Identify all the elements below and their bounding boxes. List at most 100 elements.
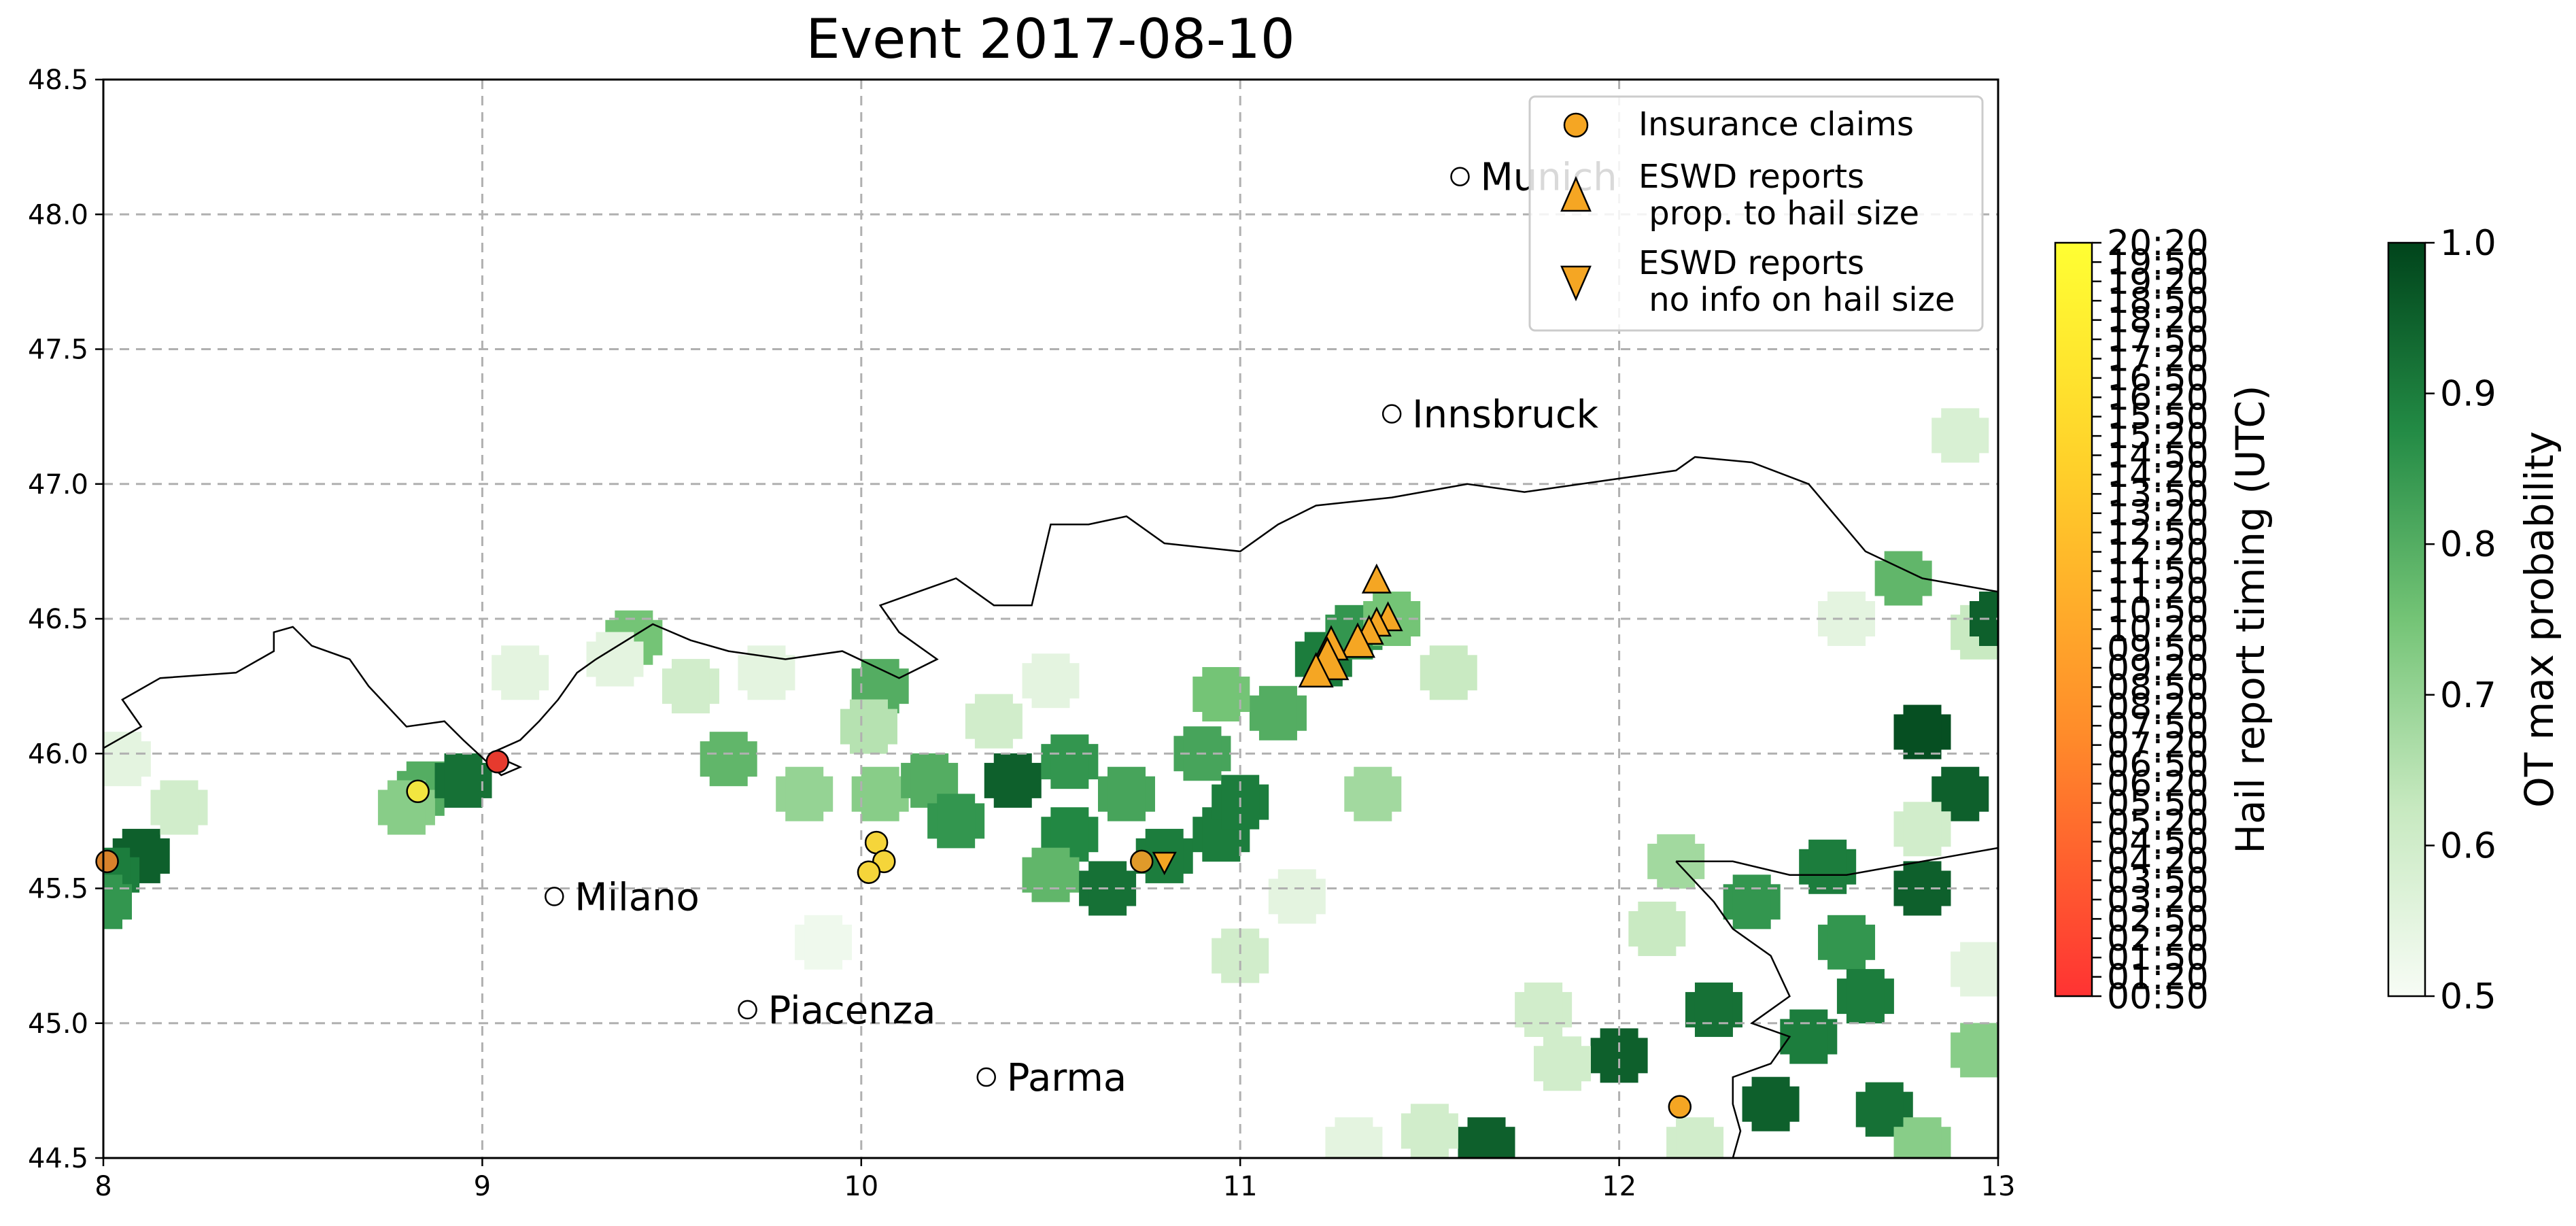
- probability-colorbar: 0.5 0.6 0.7 0.8 0.9 1.0 OT max probability: [2387, 223, 2562, 1017]
- ot-cell-block: [1600, 1028, 1638, 1083]
- city-label: Parma: [1007, 1056, 1127, 1100]
- x-tick-label: 13: [1981, 1171, 2016, 1202]
- timing-tick-label: 19:50: [2107, 242, 2209, 283]
- probability-tick-label: 0.6: [2440, 825, 2496, 866]
- ot-cell-block: [1751, 1076, 1790, 1131]
- ot-cell: [1893, 1117, 1951, 1158]
- ot-cell-block: [1258, 685, 1297, 740]
- ot-cell: [965, 694, 1023, 749]
- ot-cell: [662, 659, 719, 714]
- ot-cell: [1344, 766, 1402, 821]
- y-tick-label: 44.5: [28, 1143, 88, 1174]
- probability-tick-label: 0.7: [2440, 675, 2496, 716]
- timing-tick-label: 17:50: [2107, 320, 2209, 360]
- ot-cell: [434, 753, 492, 808]
- ot-cell-block: [849, 699, 888, 754]
- timing-tick-label: 08:20: [2107, 687, 2209, 728]
- insurance-claim: [95, 849, 119, 874]
- map-boundaries: [103, 456, 1998, 1158]
- timing-tick-label: 16:50: [2107, 358, 2209, 399]
- ot-cell-block: [1846, 969, 1885, 1024]
- ot-cell-block: [1354, 766, 1392, 821]
- ot-cell: [1420, 645, 1477, 700]
- ot-cell-block: [1410, 1104, 1449, 1158]
- eswd-report-noinfo: [1152, 851, 1177, 876]
- ot-cell: [1951, 942, 1998, 997]
- ot-cell-block: [1960, 1023, 1998, 1078]
- legend-eswd-noinfo-icon: [1560, 265, 1592, 302]
- timing-tick-label: 18:50: [2107, 281, 2209, 322]
- legend-claims-label: Insurance claims: [1638, 105, 1914, 143]
- legend-claims-icon: [1563, 112, 1589, 138]
- timing-tick-label: 14:50: [2107, 436, 2209, 477]
- city-label: Piacenza: [768, 989, 936, 1033]
- timing-tick-label: 20:20: [2107, 223, 2209, 264]
- ot-cell-block: [1789, 1009, 1828, 1064]
- timing-tick-label: 03:50: [2107, 861, 2209, 902]
- ot-cell: [795, 915, 853, 970]
- eswd-report-sized: [1339, 622, 1376, 658]
- ot-cell-block: [1031, 847, 1070, 902]
- x-tick-label: 12: [1602, 1171, 1636, 1202]
- y-tick-label: 46.5: [28, 604, 88, 635]
- ot-cell-block: [1429, 645, 1468, 700]
- timing-colorbar: 00:5001:2001:5002:2002:5003:2003:5004:20…: [2054, 223, 2273, 1017]
- ot-cell-block: [993, 753, 1032, 808]
- ot-cell-block: [1050, 734, 1089, 789]
- ot-cell: [1780, 1009, 1838, 1064]
- ot-cell-block: [1732, 874, 1771, 930]
- timing-tick-label: 10:20: [2107, 609, 2209, 650]
- ot-cell: [840, 699, 897, 754]
- ot-cell: [1836, 969, 1894, 1024]
- ot-cell: [1799, 839, 1857, 894]
- city-label: Innsbruck: [1412, 393, 1599, 437]
- ot-cell: [150, 780, 208, 835]
- probability-colorbar-ticks: 0.5 0.6 0.7 0.8 0.9 1.0: [2425, 223, 2496, 1017]
- ot-cell: [1590, 1028, 1648, 1083]
- ot-cell: [1951, 1023, 1998, 1078]
- y-tick-label: 46.0: [28, 738, 88, 770]
- eswd-report-sized: [1298, 651, 1334, 687]
- legend-box: [1528, 95, 1984, 332]
- probability-colorbar-gradient: [2387, 241, 2426, 998]
- timing-tick-label: 08:50: [2107, 667, 2209, 708]
- ot-cell-block: [1202, 667, 1241, 722]
- ot-cell-block: [1277, 869, 1316, 924]
- timing-colorbar-ticks: 00:5001:2001:5002:2002:5003:2003:5004:20…: [2092, 223, 2209, 1017]
- ot-cell: [700, 732, 757, 787]
- timing-tick-label: 13:50: [2107, 474, 2209, 515]
- ot-cell: [1628, 901, 1686, 956]
- ot-cell: [1097, 766, 1155, 821]
- ot-cell: [103, 732, 151, 787]
- ot-cell: [1022, 847, 1080, 902]
- timing-colorbar-gradient: [2054, 241, 2093, 998]
- insurance-claim: [1130, 849, 1154, 874]
- probability-tick-label: 0.9: [2440, 374, 2496, 415]
- ot-cell: [1855, 1082, 1913, 1137]
- coastline: [1676, 847, 1998, 876]
- coastline: [1675, 860, 1791, 1158]
- ot-cell: [1268, 869, 1326, 924]
- insurance-claim: [485, 749, 509, 774]
- ot-cell: [738, 645, 795, 700]
- ot-cell-block: [974, 694, 1013, 749]
- ot-cell-block: [937, 794, 976, 849]
- ot-cell: [1742, 1076, 1800, 1131]
- ot-cell-block: [1107, 766, 1146, 821]
- probability-tick-label: 0.8: [2440, 524, 2496, 565]
- city-marker: [976, 1067, 996, 1087]
- ot-cell-block: [1827, 915, 1866, 970]
- city-marker: [1381, 404, 1402, 424]
- ot-cell: [1893, 704, 1951, 760]
- ot-cell: [927, 794, 985, 849]
- y-tick-label: 47.0: [28, 469, 88, 500]
- ot-cell-block: [1524, 982, 1563, 1037]
- y-tick-label: 45.0: [28, 1008, 88, 1040]
- ot-cell-block: [1676, 1117, 1715, 1158]
- legend-eswd-noinfo-label-1: ESWD reports: [1638, 244, 1864, 282]
- ot-cell-block: [1903, 1117, 1942, 1158]
- ot-cell-block: [861, 766, 899, 821]
- ot-cell-block: [1694, 982, 1733, 1037]
- ot-cell: [1515, 982, 1573, 1037]
